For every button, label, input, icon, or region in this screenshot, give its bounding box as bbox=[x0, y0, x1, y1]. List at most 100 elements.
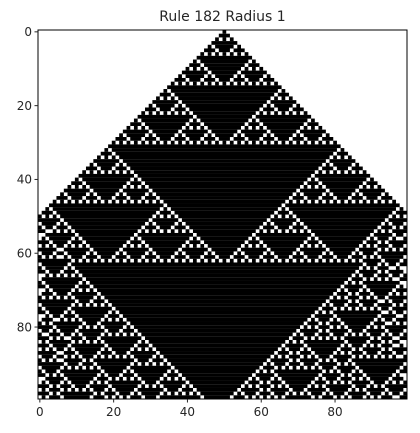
live-cell-run bbox=[296, 251, 301, 256]
live-cell-run bbox=[322, 166, 334, 171]
live-cell-run bbox=[38, 225, 42, 230]
live-cell-run bbox=[381, 336, 393, 341]
live-cell-run bbox=[333, 170, 337, 174]
live-cell-run bbox=[288, 391, 293, 396]
live-cell-run bbox=[133, 369, 168, 374]
live-cell-run bbox=[119, 170, 123, 174]
live-cell-run bbox=[259, 384, 271, 388]
live-cell-run bbox=[133, 184, 138, 189]
live-cell-run bbox=[115, 151, 334, 156]
live-cell-run bbox=[347, 280, 352, 285]
live-cell-run bbox=[100, 351, 112, 355]
live-cell-run bbox=[74, 258, 79, 263]
live-cell-run bbox=[52, 391, 57, 396]
live-cell-run bbox=[366, 277, 371, 281]
live-cell-run bbox=[159, 225, 171, 230]
live-cell-run bbox=[303, 184, 308, 189]
live-cell-run bbox=[366, 262, 378, 267]
live-cell-run bbox=[355, 170, 360, 174]
live-cell-run bbox=[126, 317, 308, 322]
live-cell-run bbox=[377, 199, 382, 204]
live-cell-run bbox=[148, 244, 182, 248]
live-cell-run bbox=[377, 266, 389, 270]
live-cell-run bbox=[307, 343, 341, 348]
live-cell-run bbox=[392, 244, 404, 248]
live-cell-run bbox=[97, 155, 101, 160]
live-cell-run bbox=[381, 262, 385, 267]
live-cell-run bbox=[384, 384, 408, 388]
live-cell-run bbox=[67, 184, 72, 189]
live-cell-run bbox=[178, 133, 182, 138]
live-cell-run bbox=[49, 395, 61, 400]
live-cell-run bbox=[351, 380, 371, 385]
live-cell-run bbox=[156, 96, 160, 101]
live-cell-run bbox=[325, 258, 330, 263]
live-cell-run bbox=[222, 52, 227, 56]
live-cell-run bbox=[292, 107, 304, 112]
live-cell-run bbox=[60, 214, 153, 219]
live-cell-run bbox=[399, 395, 408, 400]
live-cell-run bbox=[329, 358, 334, 363]
live-cell-run bbox=[370, 339, 382, 344]
live-cell-run bbox=[381, 247, 385, 252]
live-cell-run bbox=[366, 284, 396, 289]
live-cell-run bbox=[115, 137, 127, 141]
live-cell-run bbox=[318, 317, 330, 322]
live-cell-run bbox=[178, 229, 182, 233]
live-cell-run bbox=[152, 358, 164, 363]
live-cell-run bbox=[38, 214, 42, 219]
live-cell-run bbox=[399, 214, 404, 219]
live-cell-run bbox=[355, 192, 360, 197]
live-cell-run bbox=[263, 255, 275, 259]
live-cell-run bbox=[115, 255, 127, 259]
live-cell-run bbox=[82, 339, 87, 344]
live-cell-run bbox=[38, 295, 42, 300]
live-cell-run bbox=[336, 166, 349, 171]
live-cell-run bbox=[237, 251, 241, 256]
live-cell-run bbox=[38, 332, 42, 337]
live-cell-run bbox=[207, 133, 212, 138]
live-cell-run bbox=[336, 395, 341, 400]
live-cell-run bbox=[45, 232, 75, 237]
live-cell-run bbox=[141, 362, 146, 366]
live-cell-run bbox=[392, 291, 396, 296]
live-cell-run bbox=[340, 199, 345, 204]
live-cell-run bbox=[163, 362, 168, 366]
live-cell-run bbox=[244, 74, 264, 79]
live-cell-run bbox=[148, 347, 153, 352]
live-cell-run bbox=[399, 321, 404, 326]
live-cell-run bbox=[303, 354, 308, 359]
live-cell-run bbox=[311, 140, 315, 145]
live-cell-run bbox=[204, 122, 245, 126]
live-cell-run bbox=[41, 317, 53, 322]
live-cell-run bbox=[355, 258, 360, 263]
live-cell-run bbox=[178, 376, 182, 381]
live-cell-run bbox=[270, 358, 289, 363]
live-cell-run bbox=[362, 273, 374, 278]
live-cell-run bbox=[233, 395, 245, 400]
live-cell-run bbox=[303, 199, 308, 204]
live-cell-run bbox=[259, 66, 264, 71]
live-cell-run bbox=[351, 166, 363, 171]
live-cell-run bbox=[133, 244, 138, 248]
live-cell-run bbox=[137, 232, 194, 237]
live-cell-run bbox=[119, 133, 123, 138]
live-cell-run bbox=[163, 354, 271, 359]
live-cell-run bbox=[97, 303, 101, 307]
live-cell-run bbox=[141, 391, 160, 396]
live-cell-run bbox=[192, 236, 197, 241]
live-cell-run bbox=[359, 291, 371, 296]
live-cell-run bbox=[384, 221, 389, 226]
live-cell-run bbox=[148, 103, 153, 108]
live-cell-run bbox=[318, 310, 323, 315]
live-cell-run bbox=[38, 280, 42, 285]
live-cell-run bbox=[56, 210, 157, 215]
live-cell-run bbox=[359, 387, 363, 392]
live-cell-run bbox=[145, 181, 304, 186]
live-cell-run bbox=[159, 92, 171, 97]
live-cell-run bbox=[395, 310, 404, 315]
live-cell-run bbox=[355, 280, 360, 285]
live-cell-run bbox=[192, 391, 197, 396]
live-cell-run bbox=[248, 77, 260, 82]
live-cell-run bbox=[281, 258, 286, 263]
